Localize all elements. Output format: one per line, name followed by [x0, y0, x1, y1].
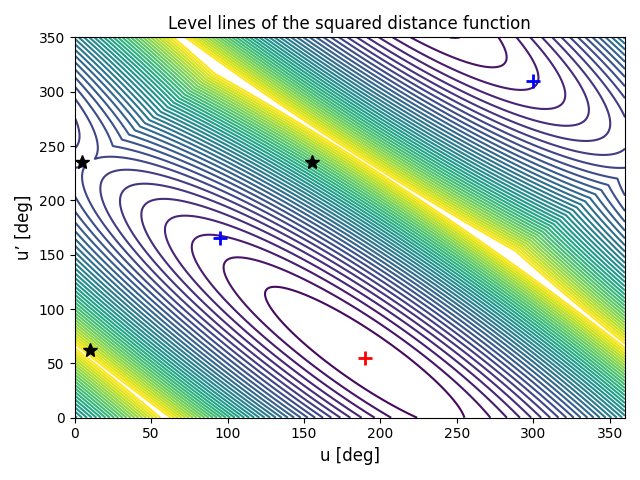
- Y-axis label: u’ [deg]: u’ [deg]: [15, 195, 33, 260]
- X-axis label: u [deg]: u [deg]: [320, 447, 380, 465]
- Title: Level lines of the squared distance function: Level lines of the squared distance func…: [168, 15, 531, 33]
